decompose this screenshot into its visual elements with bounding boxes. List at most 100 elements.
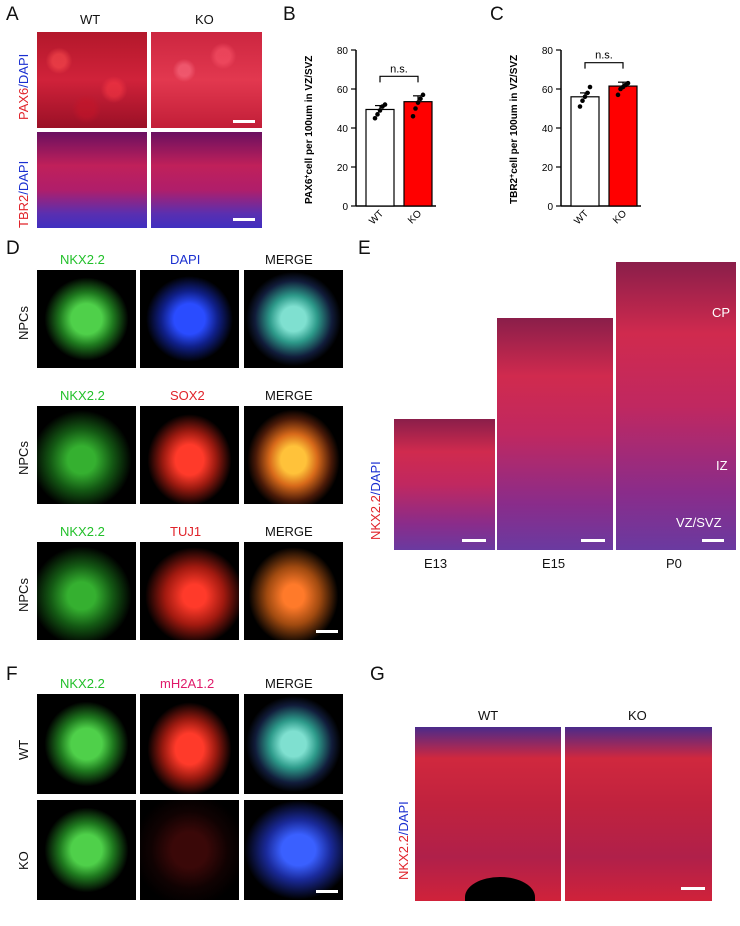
stage-p0: P0: [666, 556, 682, 571]
data-point: [375, 112, 380, 117]
panel-f-ch3: MERGE: [265, 676, 313, 691]
e13-image: [394, 419, 495, 550]
d2-nkx22-image: [37, 406, 136, 504]
tbr2-ko-image: [151, 132, 262, 228]
f-wt-nkx22-image: [37, 694, 136, 794]
bar-ko: [608, 85, 638, 207]
region-cp: CP: [712, 305, 731, 320]
data-point: [410, 114, 416, 119]
y-axis-label: PAX6+cell per 100um in VZ/SVZ: [304, 56, 316, 204]
panel-d-row2-label: NPCs: [16, 441, 31, 475]
panel-a-col-ko: KO: [195, 12, 214, 27]
data-point: [418, 96, 423, 102]
panel-g-col-ko: KO: [628, 708, 647, 723]
panel-d-row1-ch2: DAPI: [170, 252, 201, 267]
dapi-label: /DAPI: [396, 801, 411, 836]
panel-d-row3-ch3: MERGE: [265, 524, 313, 539]
chart-c: 0 20 40 60 80 WT KO n.s. TBR2+cell per 100um in …: [509, 46, 641, 227]
data-point: [577, 104, 583, 109]
panel-g-side-label: NKX2.2/DAPI: [396, 801, 411, 880]
panel-a-col-wt: WT: [80, 12, 101, 27]
data-point: [415, 100, 421, 105]
data-point: [585, 90, 590, 96]
panel-d-row1-ch1: NKX2.2: [60, 252, 105, 267]
f-ko-nkx22-image: [37, 800, 136, 900]
y-tick-label: 20: [337, 163, 349, 174]
panel-d-row2-ch3: MERGE: [265, 388, 313, 403]
dapi-label: /DAPI: [16, 53, 31, 88]
scale-bar: [233, 218, 255, 221]
tbr2-wt-image: [37, 132, 147, 228]
pax6-wt-image: [37, 32, 147, 128]
panel-letter-f: F: [6, 664, 18, 685]
significance-bracket: [379, 75, 419, 83]
x-tick-label: KO: [611, 208, 629, 226]
stage-e15: E15: [542, 556, 566, 571]
significance-label: n.s.: [595, 50, 613, 62]
scale-bar: [702, 539, 724, 542]
panel-letter-d: D: [6, 238, 20, 259]
d3-nkx22-image: [37, 542, 136, 640]
scale-bar: [681, 887, 705, 890]
stage-e13: E13: [424, 556, 448, 571]
x-tick-label: KO: [406, 208, 424, 226]
panel-e-side-label: NKX2.2/DAPI: [368, 461, 383, 540]
x-tick-label: WT: [572, 208, 591, 227]
panel-a-row1-label: PAX6/DAPI: [16, 54, 31, 120]
ventricle-shape: [465, 877, 535, 901]
panel-d-row2-ch1: NKX2.2: [60, 388, 105, 403]
d2-sox2-image: [140, 406, 239, 504]
panel-letter-b: B: [283, 4, 296, 25]
data-point: [413, 106, 418, 111]
data-point: [615, 92, 621, 98]
data-point: [625, 80, 631, 86]
scale-bar: [316, 890, 338, 893]
d3-merge-image: [244, 542, 343, 640]
y-axis-label: TBR2+cell per 100um in VZ/SVZ: [509, 55, 521, 204]
g-ko-image: [565, 727, 712, 901]
nkx22-label: NKX2.2: [368, 495, 383, 540]
region-vz-svz: VZ/SVZ: [676, 515, 722, 530]
f-ko-merge-image: [244, 800, 343, 900]
tbr2-label: TBR2: [16, 194, 31, 228]
y-tick-label: 20: [542, 163, 554, 174]
region-iz: IZ: [716, 458, 728, 473]
y-tick-label: 80: [337, 46, 349, 57]
data-point: [382, 102, 388, 107]
bar-wt: [365, 108, 395, 207]
f-ko-mh2a12-image: [140, 800, 239, 900]
panel-d-row2-ch2: SOX2: [170, 388, 205, 403]
d1-dapi-image: [140, 270, 239, 368]
y-tick-label: 60: [337, 85, 349, 96]
significance-bracket: [584, 62, 624, 69]
dapi-label: /DAPI: [368, 461, 383, 496]
bar-ko: [403, 101, 433, 207]
panel-letter-c: C: [490, 4, 504, 25]
d1-nkx22-image: [37, 270, 136, 368]
panel-letter-a: A: [6, 4, 19, 25]
e15-image: [497, 318, 613, 550]
panel-a-row2-label: TBR2/DAPI: [16, 161, 31, 228]
pax6-label: PAX6: [16, 87, 31, 120]
panel-letter-g: G: [370, 664, 385, 685]
scale-bar: [462, 539, 486, 542]
scale-bar: [233, 120, 255, 123]
panel-d-row1-label: NPCs: [16, 306, 31, 340]
pax6-ko-image: [151, 32, 262, 128]
y-tick-label: 0: [547, 202, 553, 213]
bar-wt: [570, 96, 600, 207]
panel-d-row3-ch2: TUJ1: [170, 524, 202, 539]
f-wt-mh2a12-image: [140, 694, 239, 794]
scale-bar: [581, 539, 605, 542]
significance-label: n.s.: [390, 63, 408, 75]
data-point: [420, 92, 426, 98]
x-tick-label: WT: [367, 208, 386, 227]
scale-bar: [316, 630, 338, 633]
data-point: [582, 94, 588, 100]
panel-d-row3-label: NPCs: [16, 578, 31, 612]
y-tick-label: 40: [337, 124, 349, 135]
panel-f-ch2: mH2A1.2: [160, 676, 215, 691]
dapi-label: /DAPI: [16, 160, 31, 195]
panel-d-row1-ch3: MERGE: [265, 252, 313, 267]
data-point: [377, 108, 383, 113]
